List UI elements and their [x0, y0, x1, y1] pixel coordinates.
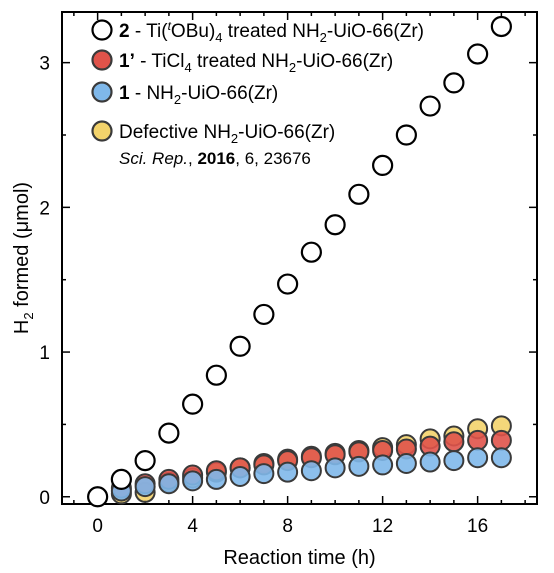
legend-label: 1’ - TiCl4 treated NH2-UiO-66(Zr): [119, 51, 393, 75]
x-tick-label: 12: [372, 516, 393, 537]
series-s2: [87, 15, 512, 508]
data-points: [87, 15, 512, 508]
data-point: [87, 486, 109, 508]
data-point: [324, 214, 346, 236]
data-point: [182, 470, 204, 492]
legend-marker: [91, 49, 113, 71]
x-axis-ticks: 0 4 8 12 16: [73, 12, 526, 537]
legend-label: 1 - NH2-UiO-66(Zr): [119, 83, 278, 107]
data-point: [182, 393, 204, 415]
data-point: [372, 154, 394, 176]
data-point: [395, 452, 417, 474]
data-point: [229, 335, 251, 357]
x-axis-label: Reaction time (h): [223, 547, 375, 569]
x-tick-label: 16: [467, 516, 488, 537]
data-point: [110, 468, 132, 490]
data-point: [348, 183, 370, 205]
data-point: [277, 461, 299, 483]
x-tick-label: 4: [187, 516, 198, 537]
legend-entry: Defective NH2-UiO-66(Zr): [91, 120, 335, 146]
legend-marker: [91, 120, 113, 142]
legend-entry: 2 - Ti(tOBu)4 treated NH2-UiO-66(Zr): [91, 19, 424, 45]
data-point: [490, 447, 512, 469]
axes-frame: [61, 11, 538, 505]
y-axis-label: H2 formed (μmol): [11, 182, 36, 334]
data-point: [158, 473, 180, 495]
data-point: [205, 364, 227, 386]
legend: 2 - Ti(tOBu)4 treated NH2-UiO-66(Zr) 1’ -…: [91, 19, 424, 168]
data-point: [467, 429, 489, 451]
y-tick-label: 3: [39, 54, 50, 75]
data-point: [229, 466, 251, 488]
data-point: [300, 241, 322, 263]
legend-marker: [91, 81, 113, 103]
data-point: [348, 455, 370, 477]
legend-entry: 1’ - TiCl4 treated NH2-UiO-66(Zr): [91, 49, 393, 75]
y-tick-label: 1: [39, 343, 50, 364]
data-point: [395, 124, 417, 146]
y-tick-label: 0: [39, 488, 50, 509]
legend-label: 2 - Ti(tOBu)4 treated NH2-UiO-66(Zr): [119, 19, 424, 45]
data-point: [372, 454, 394, 476]
data-point: [134, 449, 156, 472]
legend-label: Defective NH2-UiO-66(Zr): [119, 122, 335, 146]
data-point: [443, 72, 465, 94]
data-point: [490, 15, 512, 38]
reference-citation: Sci. Rep., 2016, 6, 23676: [119, 149, 311, 168]
data-point: [205, 468, 227, 490]
data-point: [300, 460, 322, 482]
data-point: [253, 463, 275, 485]
data-point: [253, 303, 275, 326]
legend-entry: 1 - NH2-UiO-66(Zr): [91, 81, 278, 107]
data-point: [419, 95, 441, 117]
series-s1: [110, 447, 512, 502]
data-point: [467, 43, 489, 65]
x-tick-label: 8: [282, 516, 293, 537]
data-point: [443, 450, 465, 472]
data-point: [134, 476, 156, 498]
x-tick-label: 0: [92, 516, 103, 537]
legend-marker: [91, 19, 113, 41]
data-point: [158, 422, 180, 444]
data-point: [277, 273, 299, 295]
y-axis-ticks: 0 1 2 3: [39, 54, 537, 509]
y-tick-label: 2: [39, 198, 50, 219]
data-point: [443, 431, 465, 453]
plot-frame: [61, 11, 538, 505]
data-point: [490, 429, 512, 451]
data-point: [467, 447, 489, 469]
data-point: [324, 457, 346, 479]
data-point: [419, 451, 441, 473]
